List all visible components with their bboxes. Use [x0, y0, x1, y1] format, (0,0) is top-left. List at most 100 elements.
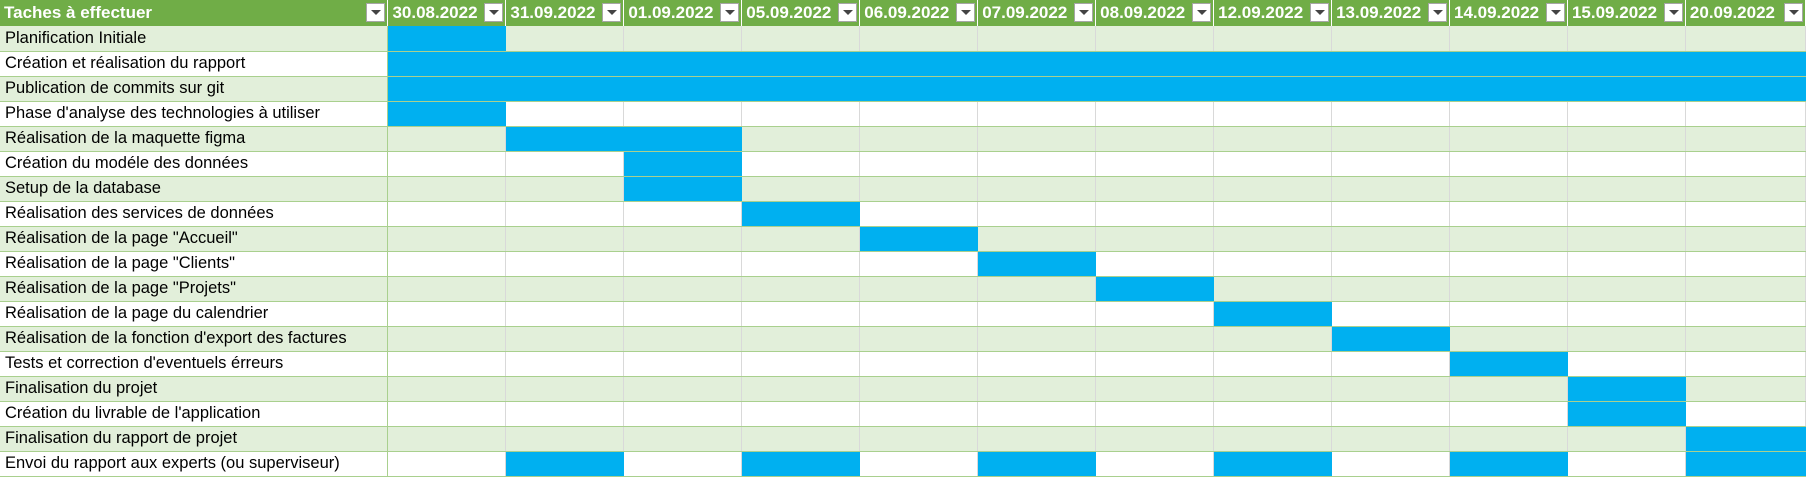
gantt-cell[interactable]: [977, 176, 1097, 202]
gantt-cell[interactable]: [1685, 301, 1806, 327]
gantt-cell[interactable]: [741, 151, 861, 177]
gantt-cell[interactable]: [1331, 426, 1451, 452]
gantt-cell-active[interactable]: [1449, 351, 1568, 377]
gantt-cell[interactable]: [1095, 326, 1215, 352]
gantt-cell-active[interactable]: [1331, 326, 1451, 352]
gantt-cell[interactable]: [1449, 401, 1568, 427]
gantt-cell-active[interactable]: [1095, 51, 1215, 77]
gantt-cell[interactable]: [1331, 226, 1451, 252]
gantt-cell[interactable]: [1213, 126, 1333, 152]
gantt-cell[interactable]: [741, 176, 861, 202]
gantt-cell[interactable]: [1331, 401, 1451, 427]
filter-dropdown-icon[interactable]: [602, 3, 622, 22]
gantt-cell[interactable]: [1449, 126, 1568, 152]
gantt-cell[interactable]: [977, 326, 1097, 352]
gantt-cell[interactable]: [1685, 26, 1806, 52]
gantt-cell-active[interactable]: [1213, 76, 1333, 102]
gantt-cell-active[interactable]: [859, 76, 979, 102]
gantt-cell[interactable]: [387, 351, 507, 377]
gantt-cell[interactable]: [741, 401, 861, 427]
gantt-cell[interactable]: [977, 126, 1097, 152]
gantt-cell[interactable]: [1095, 401, 1215, 427]
gantt-cell[interactable]: [1213, 326, 1333, 352]
gantt-cell-active[interactable]: [1331, 76, 1451, 102]
filter-dropdown-icon[interactable]: [1663, 3, 1683, 22]
gantt-cell-active[interactable]: [741, 201, 861, 227]
gantt-cell[interactable]: [1331, 201, 1451, 227]
gantt-cell[interactable]: [1685, 351, 1806, 377]
gantt-cell[interactable]: [1685, 101, 1806, 127]
gantt-cell[interactable]: [1685, 226, 1806, 252]
filter-dropdown-icon[interactable]: [1074, 3, 1094, 22]
gantt-cell[interactable]: [1449, 151, 1568, 177]
task-cell[interactable]: Réalisation des services de données: [0, 201, 389, 227]
gantt-cell-active[interactable]: [1567, 51, 1686, 77]
gantt-cell[interactable]: [1095, 426, 1215, 452]
gantt-cell[interactable]: [1213, 426, 1333, 452]
gantt-cell[interactable]: [623, 26, 743, 52]
gantt-cell[interactable]: [1213, 251, 1333, 277]
gantt-cell[interactable]: [1095, 251, 1215, 277]
gantt-cell[interactable]: [387, 151, 507, 177]
task-cell[interactable]: Phase d'analyse des technologies à utili…: [0, 101, 389, 127]
gantt-cell-active[interactable]: [859, 51, 979, 77]
gantt-cell[interactable]: [623, 451, 743, 477]
gantt-cell[interactable]: [859, 426, 979, 452]
gantt-cell[interactable]: [741, 351, 861, 377]
task-cell[interactable]: Publication de commits sur git: [0, 76, 389, 102]
task-cell[interactable]: Setup de la database: [0, 176, 389, 202]
gantt-cell[interactable]: [387, 376, 507, 402]
gantt-cell[interactable]: [1213, 351, 1333, 377]
gantt-cell[interactable]: [623, 351, 743, 377]
gantt-cell[interactable]: [1449, 201, 1568, 227]
gantt-cell[interactable]: [741, 326, 861, 352]
gantt-cell[interactable]: [977, 301, 1097, 327]
gantt-cell-active[interactable]: [623, 176, 743, 202]
gantt-cell[interactable]: [387, 201, 507, 227]
task-cell[interactable]: Réalisation de la fonction d'export des …: [0, 326, 389, 352]
gantt-cell-active[interactable]: [505, 451, 625, 477]
gantt-cell[interactable]: [623, 251, 743, 277]
gantt-cell[interactable]: [1095, 201, 1215, 227]
gantt-cell-active[interactable]: [1567, 401, 1686, 427]
gantt-cell[interactable]: [1095, 101, 1215, 127]
gantt-cell[interactable]: [1095, 451, 1215, 477]
gantt-cell[interactable]: [859, 326, 979, 352]
gantt-cell[interactable]: [1567, 151, 1686, 177]
gantt-cell-active[interactable]: [387, 51, 507, 77]
gantt-cell[interactable]: [505, 201, 625, 227]
gantt-cell-active[interactable]: [1685, 51, 1806, 77]
gantt-cell[interactable]: [1567, 426, 1686, 452]
gantt-cell[interactable]: [741, 251, 861, 277]
gantt-cell[interactable]: [977, 151, 1097, 177]
gantt-cell-active[interactable]: [505, 76, 625, 102]
filter-dropdown-icon[interactable]: [1428, 3, 1448, 22]
gantt-cell[interactable]: [1331, 351, 1451, 377]
gantt-cell[interactable]: [505, 276, 625, 302]
gantt-cell[interactable]: [1095, 226, 1215, 252]
gantt-cell[interactable]: [1449, 26, 1568, 52]
gantt-cell-active[interactable]: [1213, 451, 1333, 477]
gantt-cell-active[interactable]: [741, 51, 861, 77]
gantt-cell-active[interactable]: [1095, 276, 1215, 302]
gantt-cell[interactable]: [1449, 326, 1568, 352]
gantt-cell[interactable]: [1213, 376, 1333, 402]
filter-dropdown-icon[interactable]: [1310, 3, 1330, 22]
gantt-cell[interactable]: [387, 226, 507, 252]
task-cell[interactable]: Réalisation de la page du calendrier: [0, 301, 389, 327]
gantt-cell[interactable]: [505, 26, 625, 52]
gantt-cell[interactable]: [1567, 226, 1686, 252]
gantt-cell[interactable]: [1331, 176, 1451, 202]
gantt-cell[interactable]: [505, 301, 625, 327]
gantt-cell[interactable]: [505, 101, 625, 127]
task-cell[interactable]: Envoi du rapport aux experts (ou supervi…: [0, 451, 389, 477]
gantt-cell[interactable]: [1567, 301, 1686, 327]
gantt-cell[interactable]: [1213, 101, 1333, 127]
gantt-cell[interactable]: [1449, 426, 1568, 452]
gantt-cell[interactable]: [623, 426, 743, 452]
gantt-cell[interactable]: [505, 376, 625, 402]
gantt-cell[interactable]: [505, 351, 625, 377]
task-cell[interactable]: Réalisation de la maquette figma: [0, 126, 389, 152]
gantt-cell-active[interactable]: [1331, 51, 1451, 77]
gantt-cell[interactable]: [859, 251, 979, 277]
